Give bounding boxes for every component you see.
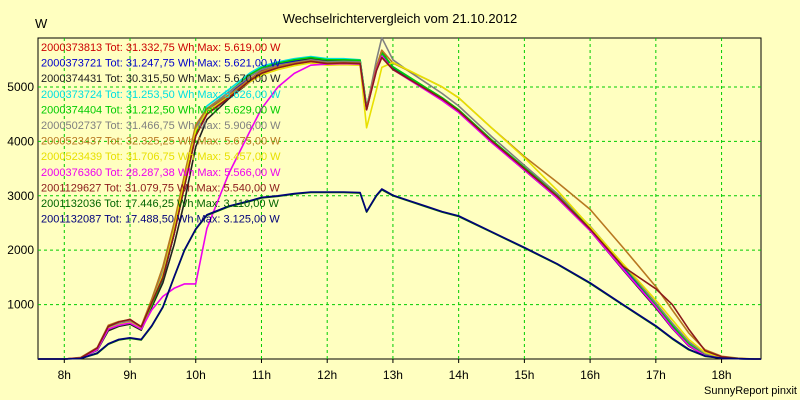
legend-entry: 2000374431 Tot: 30.315,50 Wh Max: 5.670,… [41,73,281,85]
chart-title: Wechselrichtervergleich vom 21.10.2012 [283,11,518,26]
x-tick-label: 9h [123,368,136,382]
x-tick-label: 10h [186,368,206,382]
axes: 1000 2000 3000 4000 5000 8h 9h 10h 11h 12h 13h 14h 1… [7,80,731,382]
x-tick-label: 17h [646,368,666,382]
legend-entry: 2001132036 Tot: 17.446,25 Wh Max: 3.110,… [41,198,280,210]
legend-entry: 2000373813 Tot: 31.332,75 Wh Max: 5.619,… [41,42,281,54]
x-tick-label: 13h [383,368,403,382]
series-line-2001129627 [38,56,761,360]
y-tick-label: 3000 [7,189,34,203]
x-tick-label: 11h [252,368,271,382]
legend-entry: 2000376360 Tot: 28.287,38 Wh Max: 5.566,… [41,167,281,179]
legend-entry: 2000374404 Tot: 31.212,50 Wh Max: 5.629,… [41,104,281,116]
legend: 2000373813 Tot: 31.332,75 Wh Max: 5.619,… [41,42,281,226]
x-tick-label: 15h [514,368,534,382]
legend-entry: 2001132087 Tot: 17.488,50 Wh Max: 3.125,… [41,214,280,226]
x-tick-label: 8h [58,368,71,382]
legend-entry: 2000523439 Tot: 31.706,75 Wh Max: 5.457,… [41,151,281,163]
x-tick-label: 12h [317,368,337,382]
legend-entry: 2000373721 Tot: 31.247,75 Wh Max: 5.621,… [41,58,281,70]
y-tick-label: 2000 [7,243,34,257]
y-tick-label: 5000 [7,80,34,94]
legend-entry: 2000373724 Tot: 31.253,50 Wh Max: 5.626,… [41,89,281,101]
series-line-2001132087 [38,188,761,360]
credit-text: SunnyReport pinxit [704,385,797,397]
legend-entry: 2000502737 Tot: 31.466,75 Wh Max: 5.906,… [41,120,281,132]
legend-entry: 2001129627 Tot: 31.079,75 Wh Max: 5.540,… [41,182,280,194]
y-axis-label: W [35,16,48,31]
x-tick-label: 18h [712,368,732,382]
x-tick-label: 14h [449,368,469,382]
legend-entry: 2000523437 Tot: 32.325,25 Wh Max: 5.675,… [41,136,281,148]
y-tick-label: 4000 [7,134,34,148]
grid [38,38,761,359]
x-tick-label: 16h [580,368,600,382]
y-tick-label: 1000 [7,298,34,312]
series-lines [38,36,761,360]
